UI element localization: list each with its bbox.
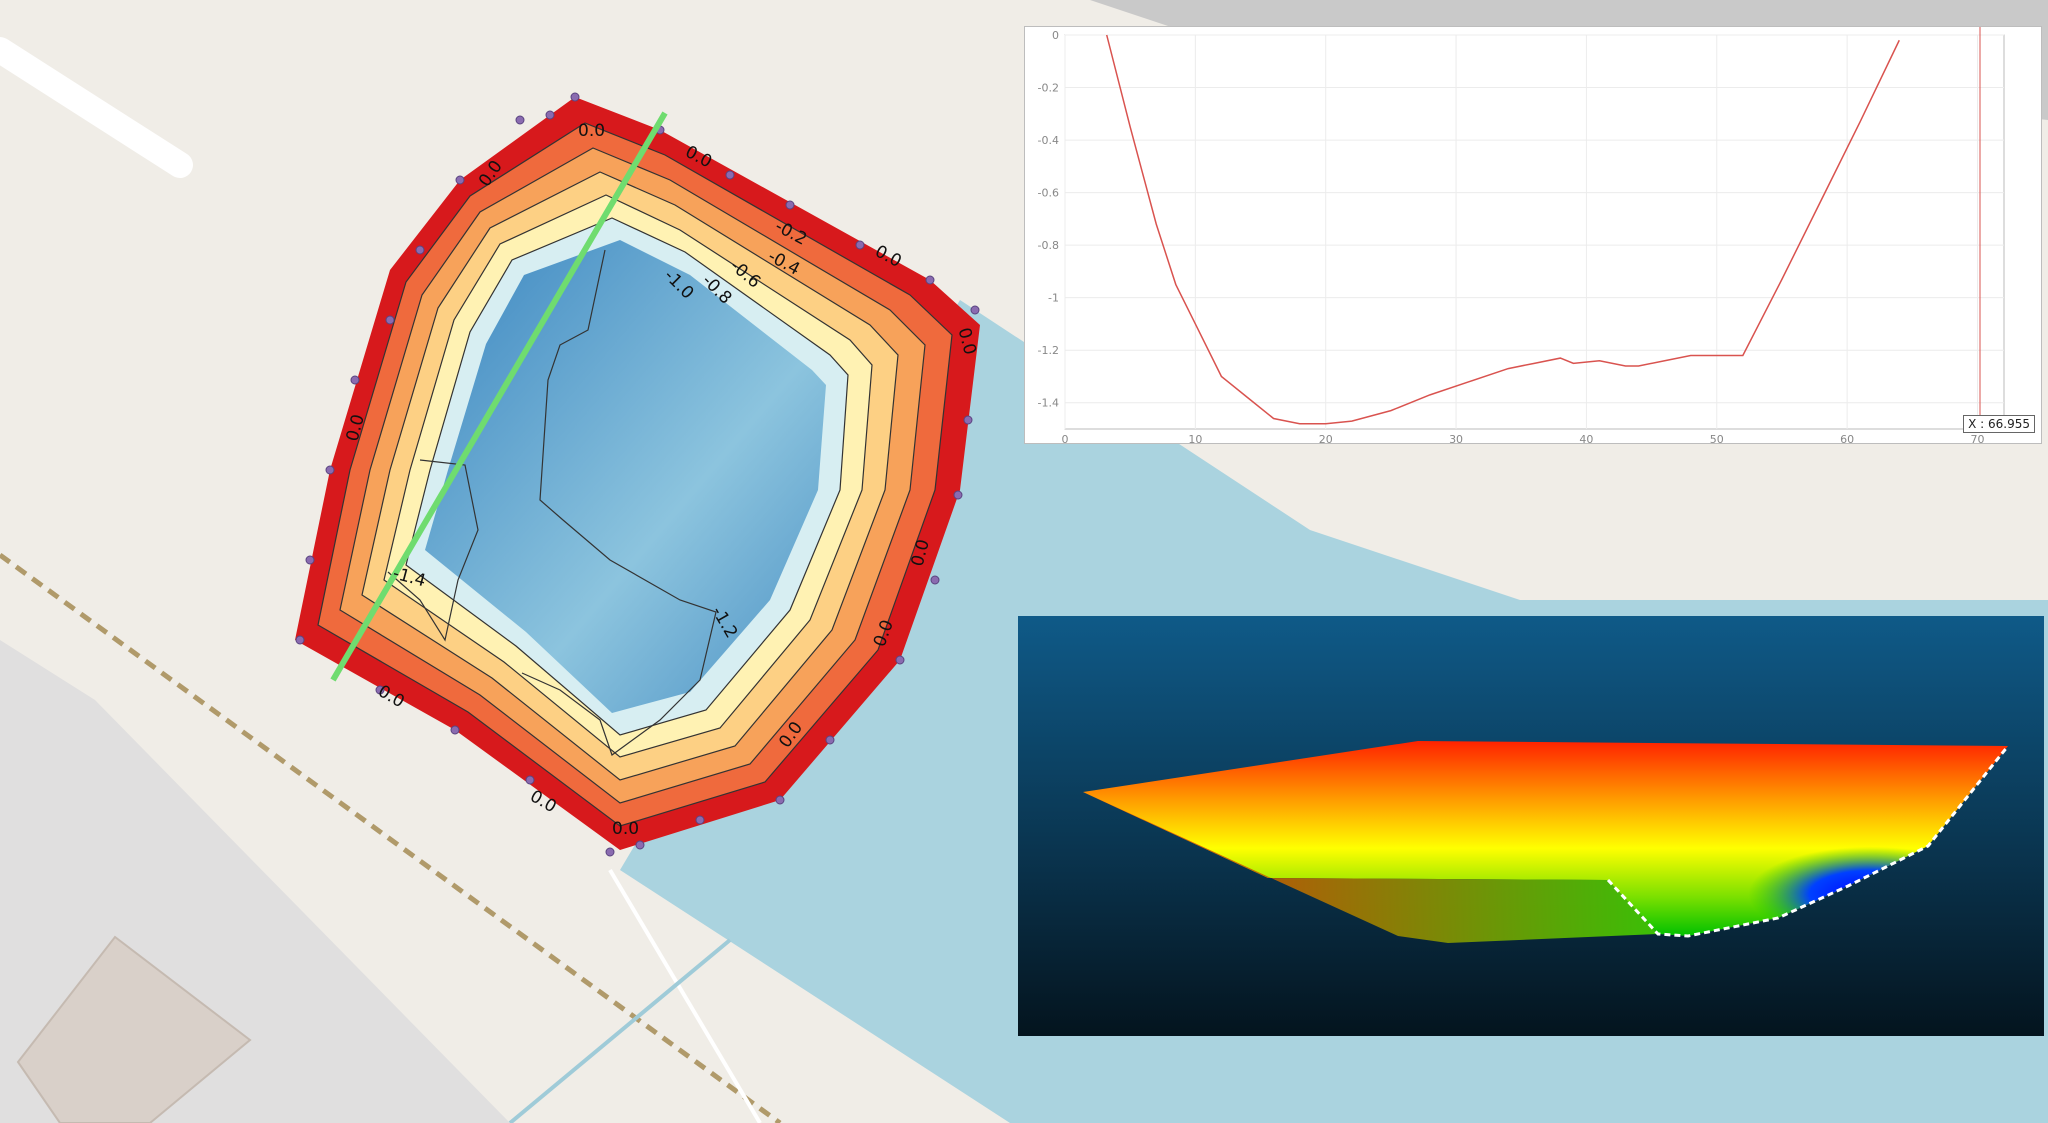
x-tick-label: 50 [1710, 433, 1724, 445]
profile-chart[interactable]: 0 -0.2 -0.4 -0.6 -0.8 -1 -1.2 -1.4 0 10 20 30 40 50 6… [1025, 27, 2043, 445]
contour-lines [317, 122, 953, 827]
profile-line-series [1105, 34, 1900, 425]
dashed-track [0, 552, 782, 1123]
building-outline [16, 935, 252, 1123]
water-line [508, 938, 732, 1123]
y-tick-label: -1 [1048, 292, 1059, 305]
x-tick-label: 30 [1449, 433, 1463, 445]
x-tick-label: 0 [1062, 433, 1069, 445]
path-road [0, 37, 193, 178]
sidewalk-edge [608, 868, 762, 1123]
y-tick-label: 0 [1052, 29, 1059, 42]
3d-surface [1083, 741, 2010, 943]
x-readout: X : 66.955 [1963, 415, 2035, 433]
profile-series [1105, 34, 1900, 425]
contour-label: 0.0 [612, 819, 639, 839]
survey-points [295, 92, 980, 857]
y-tick-label: -0.2 [1038, 82, 1059, 95]
x-axis-ticks: 0 10 20 30 40 50 60 70 [1062, 433, 1985, 445]
y-tick-label: -1.4 [1038, 397, 1059, 410]
y-tick-label: -0.6 [1038, 187, 1059, 200]
x-tick-label: 60 [1840, 433, 1854, 445]
x-tick-label: 20 [1319, 433, 1333, 445]
x-tick-label: 40 [1579, 433, 1593, 445]
contour-label: 0.0 [578, 121, 605, 141]
y-tick-label: -0.8 [1038, 239, 1059, 252]
y-axis-ticks: 0 -0.2 -0.4 -0.6 -0.8 -1 -1.2 -1.4 [1038, 29, 1059, 410]
y-tick-label: -0.4 [1038, 134, 1059, 147]
x-tick-label: 70 [1970, 433, 1984, 445]
profile-line[interactable] [330, 111, 668, 682]
plot-frame [1064, 34, 2005, 430]
chart-grid [1064, 34, 2005, 430]
x-tick-label: 10 [1188, 433, 1202, 445]
3d-view-panel[interactable] [1018, 616, 2044, 1036]
profile-trace [1606, 745, 2010, 938]
profile-chart-panel[interactable]: 0 -0.2 -0.4 -0.6 -0.8 -1 -1.2 -1.4 0 10 20 30 40 50 6… [1024, 26, 2043, 445]
y-tick-label: -1.2 [1038, 344, 1059, 357]
